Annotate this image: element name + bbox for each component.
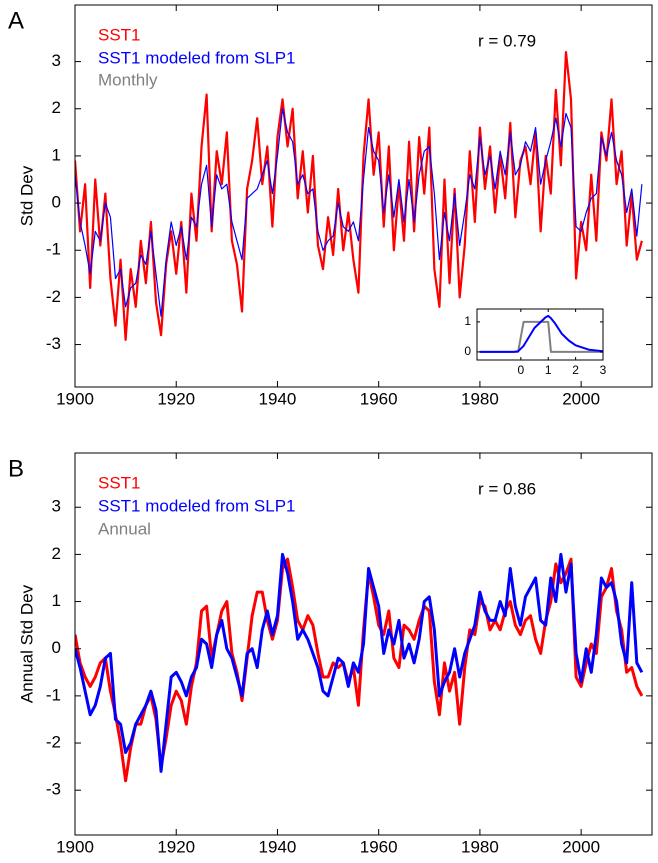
legend-entry: SST1	[98, 25, 141, 44]
y-tick-label: 2	[52, 98, 61, 117]
legend-entry: Annual	[98, 519, 151, 538]
data-line	[75, 552, 644, 773]
legend-entry: SST1 modeled from SLP1	[98, 496, 295, 515]
x-tick-label: 1900	[56, 837, 94, 856]
axes-frame	[74, 4, 653, 388]
annotation: r = 0.79	[478, 31, 536, 50]
y-tick-label: -1	[46, 685, 61, 704]
axes-frame	[476, 308, 604, 361]
x-tick-label: 1960	[360, 389, 398, 408]
annotation: r = 0.86	[478, 479, 536, 498]
x-tick-label: 1920	[157, 837, 195, 856]
x-tick-label: 2	[572, 363, 579, 377]
y-tick-label: 2	[52, 544, 61, 563]
panel-label: B	[8, 455, 24, 482]
x-tick-label: 1960	[360, 837, 398, 856]
x-tick-label: 1940	[259, 837, 297, 856]
legend-entry: SST1 modeled from SLP1	[98, 48, 295, 67]
y-tick-label: -3	[46, 334, 61, 353]
axes-frame	[74, 452, 653, 836]
y-tick-label: 0	[464, 344, 471, 358]
y-tick-label: 0	[52, 638, 61, 657]
x-tick-label: 1900	[56, 389, 94, 408]
y-tick-label: -2	[46, 733, 61, 752]
x-tick-label: 3	[600, 363, 607, 377]
y-tick-label: 0	[52, 193, 61, 212]
data-line	[479, 320, 603, 353]
y-axis-label: Std Dev	[17, 165, 36, 226]
x-tick-label: 0	[517, 363, 524, 377]
y-tick-label: 3	[52, 497, 61, 516]
y-axis-label: Annual Std Dev	[17, 584, 36, 703]
y-tick-label: -2	[46, 287, 61, 306]
x-tick-label: 2000	[562, 837, 600, 856]
y-tick-label: 1	[52, 591, 61, 610]
x-tick-label: 1980	[461, 837, 499, 856]
y-tick-label: 3	[52, 51, 61, 70]
legend-entry: Monthly	[98, 70, 158, 89]
x-tick-label: 1920	[157, 389, 195, 408]
x-tick-label: 1	[545, 363, 552, 377]
data-line	[479, 314, 603, 353]
x-tick-label: 2000	[562, 389, 600, 408]
y-tick-label: -3	[46, 780, 61, 799]
y-tick-label: 1	[52, 145, 61, 164]
y-tick-label: -1	[46, 240, 61, 259]
legend-entry: SST1	[98, 473, 141, 492]
y-tick-label: 1	[464, 314, 471, 328]
x-tick-label: 1940	[259, 389, 297, 408]
x-tick-label: 1980	[461, 389, 499, 408]
panel-label: A	[8, 7, 24, 34]
data-line	[75, 51, 643, 341]
data-line	[75, 108, 643, 317]
